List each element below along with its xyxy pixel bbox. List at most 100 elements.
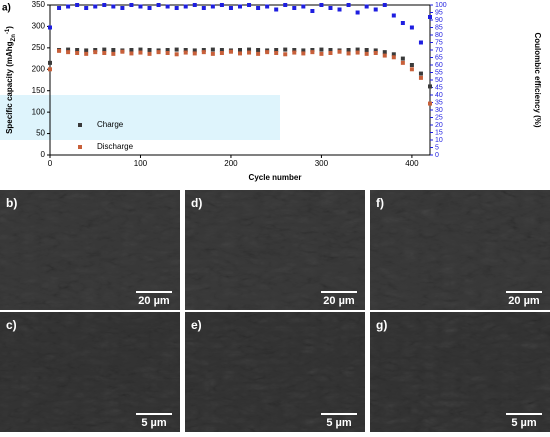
point [355, 50, 360, 55]
y-label: Specific capacity (mAhg [5, 41, 14, 134]
point [310, 9, 315, 13]
point [400, 60, 405, 65]
point [174, 52, 179, 57]
micrographs: b) 20 µm d) 20 µm f) 20 µm c) 5 µm e) 5 µm g) 5 µm [0, 190, 550, 432]
point [183, 50, 188, 55]
point [391, 52, 396, 57]
point [48, 25, 52, 30]
point [102, 3, 107, 7]
point [265, 4, 270, 9]
point [428, 15, 432, 19]
point [192, 3, 197, 7]
point [174, 6, 179, 10]
point [355, 10, 360, 15]
point [228, 6, 233, 10]
point [409, 25, 414, 30]
point [219, 48, 224, 52]
point [210, 4, 215, 9]
y2-tick-label: 20 [435, 122, 443, 129]
point [111, 4, 116, 9]
y2-tick-label: 5 [435, 144, 439, 151]
point [201, 6, 206, 10]
point [57, 6, 62, 10]
point [265, 50, 270, 55]
point [373, 51, 378, 55]
x-tick-label: 0 [48, 159, 53, 168]
y-tick-label: 350 [32, 0, 46, 9]
x-tick-label: 100 [134, 159, 148, 168]
y-tick-label: 300 [32, 22, 46, 31]
y-tick-label: 0 [41, 150, 46, 159]
point [129, 3, 134, 7]
point [174, 47, 179, 52]
point [319, 51, 324, 56]
point [111, 51, 116, 56]
point [48, 67, 52, 72]
y-axis-label: Specific capacity (mAhgZn-1) [5, 26, 17, 134]
point [382, 50, 387, 55]
point [138, 4, 143, 9]
y2-tick-label: 75 [435, 39, 443, 46]
y-tick-label: 250 [32, 43, 46, 52]
y2-tick-label: 50 [435, 77, 443, 84]
panel-label: e) [191, 318, 202, 332]
point [84, 51, 89, 56]
point [48, 60, 52, 65]
point [111, 48, 116, 52]
point [328, 6, 333, 10]
point [301, 4, 306, 9]
micrograph-grain [370, 190, 550, 310]
point [274, 48, 279, 52]
overlay [0, 95, 280, 140]
point [382, 3, 387, 7]
point [328, 48, 333, 52]
panel-label: g) [376, 318, 387, 332]
micrograph-grain [185, 312, 365, 432]
y-tick-label: 50 [36, 129, 45, 138]
y2-tick-label: 65 [435, 54, 443, 61]
point [400, 56, 405, 61]
point [337, 7, 342, 12]
scale-label: 5 µm [511, 417, 537, 429]
point [66, 50, 71, 55]
point [183, 48, 188, 52]
point [409, 63, 414, 67]
y2-tick-label: 45 [435, 84, 443, 91]
point [147, 6, 152, 10]
point [319, 47, 324, 52]
micrograph-grain [370, 312, 550, 432]
y2-tick-label: 10 [435, 137, 443, 144]
point [201, 48, 206, 52]
point [165, 48, 170, 52]
y2-tick-label: 55 [435, 69, 443, 76]
point [57, 48, 62, 53]
point [391, 13, 396, 18]
point [346, 48, 351, 52]
panel-label: b) [6, 196, 17, 210]
legend-swatch [78, 145, 82, 149]
point [283, 52, 288, 57]
point [418, 40, 423, 45]
point [247, 3, 252, 7]
point [238, 4, 242, 9]
point [183, 4, 188, 9]
y2-axis-label: Coulombic efficiency (%) [533, 32, 542, 127]
micrograph-grain [0, 312, 180, 432]
point [283, 47, 288, 52]
point [364, 51, 369, 56]
point [364, 48, 369, 52]
y-tick-label: 200 [32, 64, 46, 73]
point [238, 48, 242, 52]
point [247, 47, 252, 52]
point [238, 51, 242, 56]
point [274, 51, 279, 55]
point [328, 51, 333, 55]
point [84, 6, 89, 10]
point [129, 51, 134, 56]
point [319, 3, 324, 7]
y2-tick-label: 60 [435, 62, 443, 69]
point [256, 51, 261, 56]
y2-tick-label: 70 [435, 47, 443, 54]
point [75, 3, 80, 7]
point [129, 48, 134, 52]
